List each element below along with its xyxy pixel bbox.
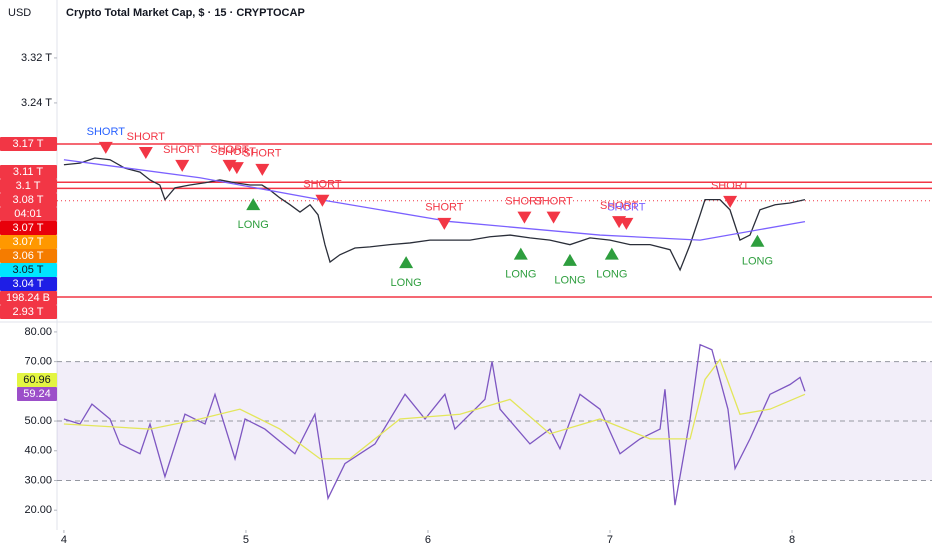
value-tag-label: 3.06 T (13, 250, 44, 262)
value-tag (0, 221, 57, 235)
value-tag-label: 60.96 (23, 374, 51, 386)
signal-label: SHORT (218, 146, 257, 158)
value-tag (17, 387, 57, 401)
signal-label: LONG (391, 277, 422, 289)
signal-label: LONG (505, 269, 536, 281)
value-tag-label: 2.93 T (13, 306, 44, 318)
value-tag (0, 165, 57, 179)
value-tag-label: 04:01 (14, 208, 42, 220)
signal-label: SHORT (505, 196, 544, 208)
signal-label: SHORT (163, 144, 202, 156)
y-tick-label: 3.32 T (21, 52, 52, 64)
series-line (63, 159, 806, 241)
y-tick-label: 30.00 (24, 474, 52, 486)
y-tick-label: 40.00 (24, 445, 52, 457)
series-line (63, 343, 806, 506)
y-tick-label: 80.00 (24, 326, 52, 338)
signal-label: SHORT (127, 131, 166, 143)
value-tag-label: 3.07 T (13, 236, 44, 248)
x-tick-label: 8 (789, 534, 795, 546)
value-tag (0, 137, 57, 151)
signal-marker (604, 247, 619, 260)
signal-label: SHORT (243, 148, 282, 160)
value-tag (0, 263, 57, 277)
value-tag (0, 249, 57, 263)
value-tag (0, 193, 57, 207)
value-tag-label: 198.24 B (6, 292, 50, 304)
y-tick-label: 50.00 (24, 415, 52, 427)
signal-label: LONG (554, 275, 585, 287)
x-tick-label: 6 (425, 534, 431, 546)
signal-marker (723, 195, 738, 208)
value-tag-label: 3.17 T (13, 138, 44, 150)
value-tag-label: 3.05 T (13, 264, 44, 276)
value-tag (0, 179, 57, 193)
signal-marker (619, 217, 634, 230)
value-tag-label: 59.24 (23, 388, 51, 400)
series-line (63, 358, 806, 460)
y-tick-label: 20.00 (24, 504, 52, 516)
x-tick-label: 5 (243, 534, 249, 546)
y-tick-label: 3.24 T (21, 97, 52, 109)
signal-marker (546, 211, 561, 224)
value-tag-label: 3.08 T (13, 194, 44, 206)
signal-label: SHORT (303, 179, 342, 191)
signal-marker (315, 194, 330, 207)
signal-label: SHORT (711, 180, 750, 192)
signal-marker (437, 217, 452, 230)
signal-marker (562, 253, 577, 266)
signal-marker (229, 162, 244, 175)
signal-label: SHORT (600, 200, 639, 212)
signal-label: SHORT (534, 196, 573, 208)
value-tag (0, 291, 57, 305)
signal-marker (513, 247, 528, 260)
x-tick-label: 4 (61, 534, 67, 546)
signal-marker (517, 211, 532, 224)
signal-label: SHORT (607, 202, 646, 214)
value-tag-label: 3.11 T (13, 166, 43, 178)
signal-label: SHORT (87, 126, 126, 138)
signal-label: LONG (596, 269, 627, 281)
signal-marker (399, 256, 414, 269)
chart-title: Crypto Total Market Cap, $ · 15 · CRYPTO… (66, 7, 305, 19)
signal-marker (98, 141, 113, 154)
signal-marker (175, 159, 190, 172)
value-tag-label: 3.1 T (16, 180, 41, 192)
value-tag (0, 277, 57, 291)
value-tag (17, 373, 57, 387)
y-tick-label: 70.00 (24, 356, 52, 368)
signal-label: LONG (238, 219, 269, 231)
signal-marker (246, 198, 261, 211)
signal-marker (138, 146, 153, 159)
signal-label: LONG (742, 256, 773, 268)
signal-label: SHORT (210, 144, 249, 156)
signal-marker (255, 163, 270, 176)
series-line (63, 157, 806, 272)
value-tag-label: 3.07 T (13, 222, 44, 234)
currency: USD (8, 7, 31, 19)
signal-label: SHORT (425, 202, 464, 214)
value-tag (0, 305, 57, 319)
signal-marker (750, 234, 765, 247)
x-tick-label: 7 (607, 534, 613, 546)
value-tag (0, 207, 57, 221)
value-tag (0, 235, 57, 249)
value-tag-label: 3.04 T (13, 278, 44, 290)
